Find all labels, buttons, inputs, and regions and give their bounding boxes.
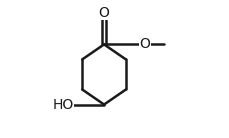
- Text: O: O: [98, 6, 109, 20]
- Text: HO: HO: [52, 98, 73, 112]
- Text: O: O: [139, 37, 150, 51]
